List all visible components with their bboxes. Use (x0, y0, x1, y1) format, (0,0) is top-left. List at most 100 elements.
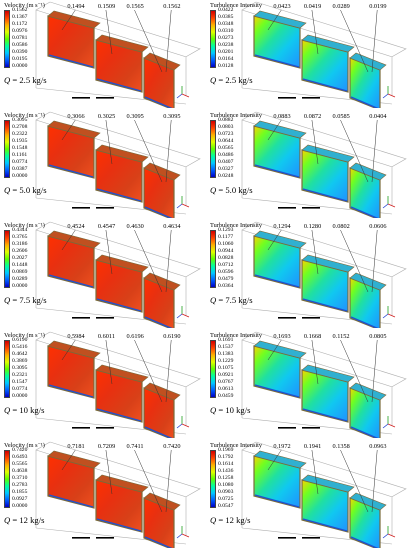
flow-rate-value: = 5.0 kg/s (12, 185, 47, 195)
colorbar-tick-label: 0.3765 (12, 234, 28, 240)
colorbar-tick-label: 0.0195 (12, 56, 28, 62)
colorbar-tick-label: 0.0644 (218, 138, 234, 144)
colorbar-tick-label: 0.0882 (218, 117, 234, 123)
flow-rate-label: Q = 7.5 kg/s (210, 296, 253, 305)
flow-rate-value: = 5.0 kg/s (218, 185, 253, 195)
velocity-panel: Velocity (m s⁻¹) 0.6190 0.5416 0.4642 0.3869… (0, 330, 204, 438)
turbulence-value-label: 0.0404 (369, 113, 387, 120)
turbulence-value-label: 0.0802 (332, 223, 350, 230)
colorbar-tick-label: 0.0348 (218, 21, 234, 27)
colorbar-tick-label: 0.0201 (218, 49, 234, 55)
colorbar-tick-label: 0.2783 (12, 482, 28, 488)
colorbar-tick-label: 0.0459 (218, 393, 234, 399)
velocity-value-label: 0.6196 (126, 333, 144, 340)
flow-rate-value: = 2.5 kg/s (218, 75, 253, 85)
colorbar-tick-label: 0.0000 (12, 173, 28, 179)
flow-rate-symbol: Q (210, 405, 217, 415)
velocity-value-label: 0.6011 (97, 333, 115, 340)
colorbar-tick-label: 0.1436 (218, 468, 234, 474)
colorbar-tick-label: 0.3869 (12, 358, 28, 364)
colorbar-tick-label: 0.1614 (218, 461, 234, 467)
colorbar-tick-label: 0.0828 (218, 255, 234, 261)
colorbar-tick-label: 0.2322 (12, 131, 28, 137)
velocity-panel: Velocity (m s⁻¹) 0.4344 0.3765 0.3186 0.2606… (0, 220, 204, 328)
colorbar-tick-label: 0.0385 (218, 14, 234, 20)
flow-rate-value: = 7.5 kg/s (12, 295, 47, 305)
colorbar-tick-label: 0.0767 (218, 379, 234, 385)
colorbar-tick-label: 0.1969 (218, 447, 234, 453)
turbulence-value-label: 0.1294 (273, 223, 291, 230)
flow-rate-label: Q = 7.5 kg/s (4, 296, 47, 305)
flow-rate-symbol: Q (210, 515, 217, 525)
turbulence-value-label: 0.0606 (369, 223, 387, 230)
flow-rate-value: = 7.5 kg/s (218, 295, 253, 305)
velocity-flow-field (35, 331, 201, 438)
flow-rate-symbol: Q (4, 515, 11, 525)
colorbar-tick-label: 0.1258 (218, 475, 234, 481)
velocity-colorbar-title: Velocity (m s⁻¹) (4, 2, 45, 9)
turbulence-value-label: 0.0585 (332, 113, 350, 120)
colorbar-tick-label: 0.7420 (12, 447, 28, 453)
velocity-value-label: 0.4524 (67, 223, 85, 230)
velocity-colorbar-title: Velocity (m s⁻¹) (4, 222, 45, 229)
velocity-value-label: 0.1494 (67, 3, 85, 10)
colorbar-tick-label: 0.4638 (12, 468, 28, 474)
turbulence-value-label: 0.0883 (273, 113, 291, 120)
colorbar-tick-label: 0.1562 (12, 7, 28, 13)
flow-rate-label: Q = 5.0 kg/s (4, 186, 47, 195)
turbulence-panel: Turbulence Intensity 0.1691 0.1537 0.1383 0.… (206, 330, 410, 438)
colorbar-tick-label: 0.1229 (218, 358, 234, 364)
velocity-value-label: 0.7181 (67, 443, 85, 450)
velocity-flow-field (35, 111, 201, 218)
colorbar-tick-label: 0.0927 (12, 496, 28, 502)
turbulence-colorbar (210, 10, 216, 68)
colorbar-tick-label: 0.1547 (12, 379, 28, 385)
velocity-colorbar (4, 10, 10, 68)
colorbar-tick-label: 0.0390 (12, 49, 28, 55)
colorbar-tick-label: 0.0565 (218, 145, 234, 151)
flow-rate-value: = 12 kg/s (12, 515, 45, 525)
velocity-flow-field (35, 1, 201, 108)
turbulence-panel: Turbulence Intensity 0.1293 0.1177 0.1060 0.… (206, 220, 410, 328)
velocity-panel: Velocity (m s⁻¹) 0.7420 0.6493 0.5565 0.4638… (0, 440, 204, 548)
colorbar-tick-label: 0.0903 (218, 489, 234, 495)
colorbar-tick-label: 0.2321 (12, 372, 28, 378)
colorbar-tick-label: 0.2027 (12, 255, 28, 261)
colorbar-tick-label: 0.0712 (218, 262, 234, 268)
velocity-value-label: 0.1565 (126, 3, 144, 10)
turbulence-value-label: 0.0199 (369, 3, 387, 10)
turbulence-value-label: 0.1152 (332, 333, 350, 340)
velocity-value-label: 0.7420 (163, 443, 181, 450)
colorbar-tick-label: 0.5565 (12, 461, 28, 467)
colorbar-tick-label: 0.0000 (12, 503, 28, 509)
velocity-flow-field (35, 441, 201, 548)
colorbar-tick-label: 0.1855 (12, 489, 28, 495)
colorbar-tick-label: 0.0407 (218, 159, 234, 165)
colorbar-tick-label: 0.1161 (12, 152, 28, 158)
colorbar-tick-label: 0.1172 (12, 21, 28, 27)
flow-rate-label: Q = 10 kg/s (210, 406, 250, 415)
turbulence-value-label: 0.0423 (273, 3, 291, 10)
colorbar-tick-label: 0.0723 (218, 131, 234, 137)
velocity-flow-field (35, 221, 201, 328)
turbulence-colorbar (210, 230, 216, 288)
colorbar-tick-label: 0.0944 (218, 248, 234, 254)
flow-rate-symbol: Q (210, 185, 217, 195)
turbulence-colorbar (210, 120, 216, 178)
velocity-value-label: 0.3025 (97, 113, 116, 120)
velocity-value-label: 0.3095 (163, 113, 181, 120)
velocity-value-label: 0.1562 (163, 3, 181, 10)
colorbar-tick-label: 0.0387 (12, 166, 28, 172)
flow-rate-value: = 10 kg/s (218, 405, 251, 415)
flow-rate-symbol: Q (210, 75, 217, 85)
velocity-value-label: 0.4547 (97, 223, 116, 230)
colorbar-tick-label: 0.6493 (12, 454, 28, 460)
colorbar-tick-label: 0.1448 (12, 262, 28, 268)
colorbar-tick-label: 0.0238 (218, 42, 234, 48)
colorbar-tick-label: 0.6190 (12, 337, 28, 343)
colorbar-tick-label: 0.0000 (12, 393, 28, 399)
colorbar-tick-label: 0.1075 (218, 365, 234, 371)
turbulence-value-label: 0.0872 (303, 113, 322, 120)
velocity-colorbar-title: Velocity (m s⁻¹) (4, 332, 45, 339)
colorbar-tick-label: 0.0976 (12, 28, 28, 34)
